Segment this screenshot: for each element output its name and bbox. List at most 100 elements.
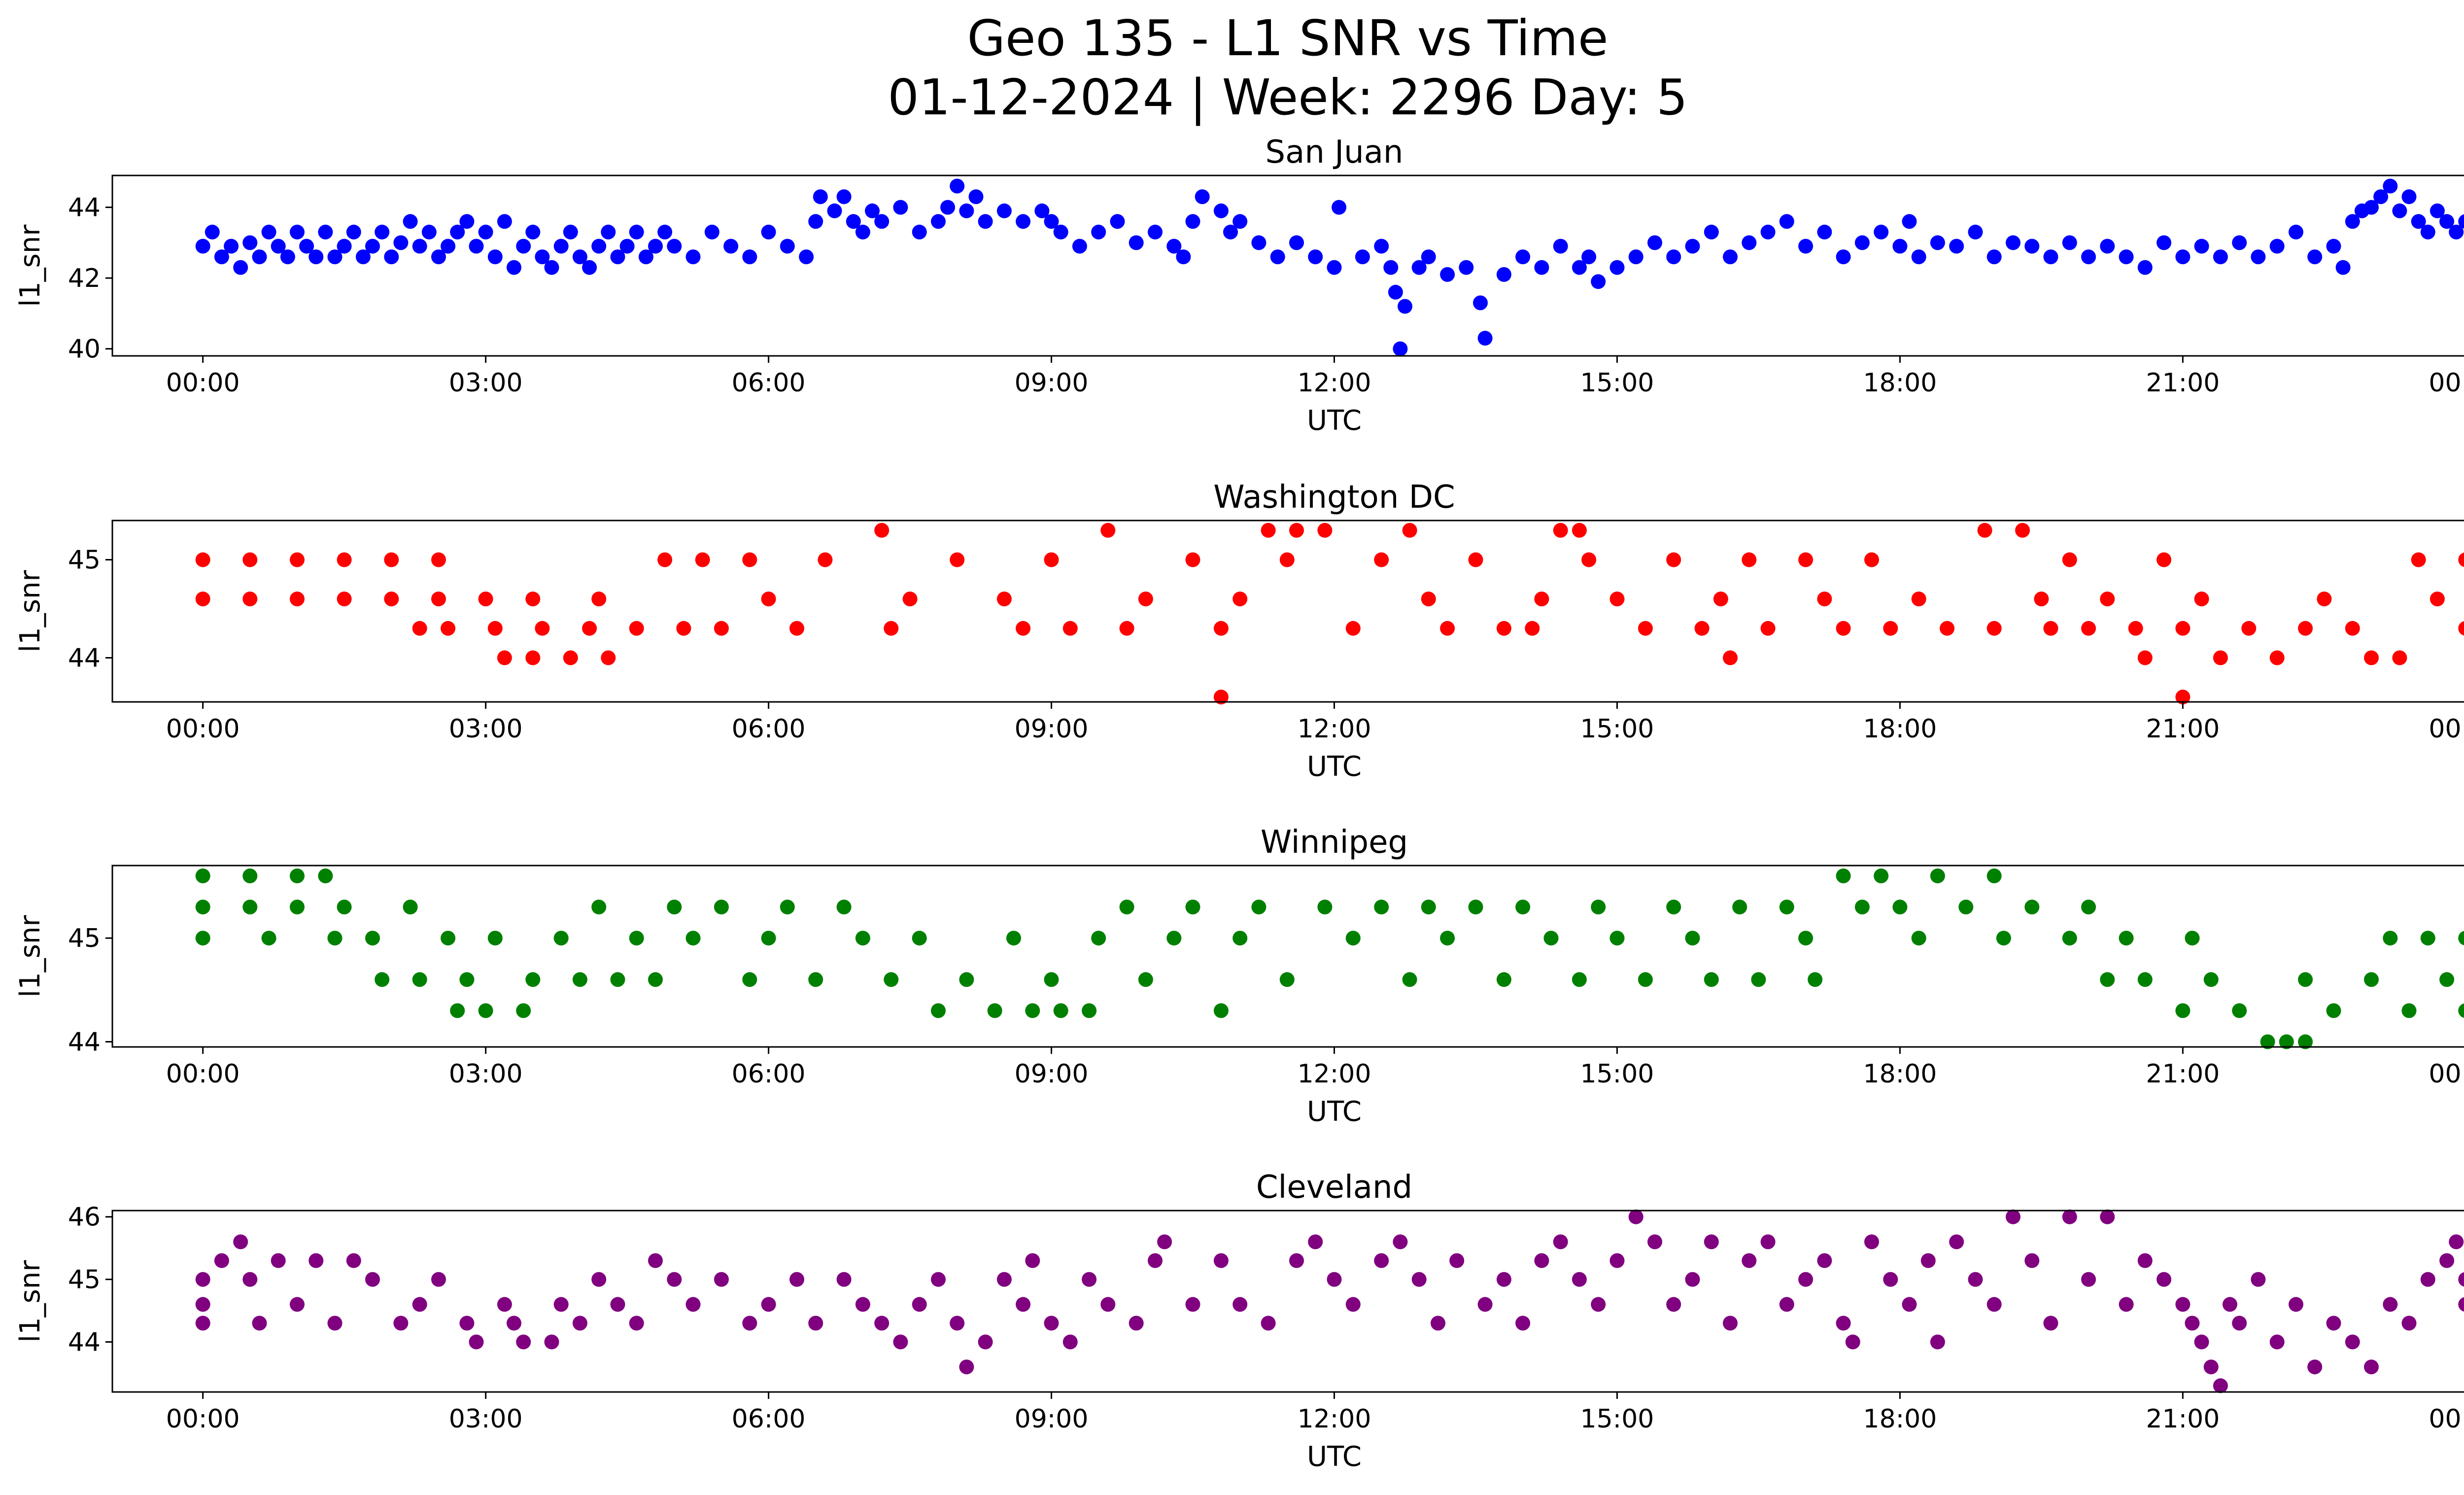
- data-point: [789, 1272, 804, 1287]
- data-point: [1986, 1297, 2002, 1312]
- data-point: [742, 249, 757, 265]
- data-point: [1986, 869, 2002, 883]
- subplot-3: 00:00 03:00 06:00 09:00 12:00 15:00 18:00 21:00…: [14, 1169, 2464, 1473]
- data-point: [252, 1316, 267, 1331]
- data-point: [2430, 591, 2445, 607]
- y-tick-label: 44: [68, 1027, 101, 1057]
- data-point: [1902, 214, 1917, 229]
- data-point: [384, 552, 399, 567]
- data-point: [1213, 203, 1229, 218]
- data-point: [242, 235, 258, 250]
- data-point: [1279, 972, 1295, 987]
- data-point: [2411, 214, 2426, 229]
- data-point: [1025, 1253, 1040, 1268]
- data-point: [384, 249, 399, 265]
- data-point: [1289, 235, 1304, 250]
- data-point: [469, 1334, 484, 1350]
- data-point: [931, 1272, 946, 1287]
- data-point: [214, 1253, 229, 1268]
- data-point: [2345, 1334, 2360, 1350]
- data-point: [252, 249, 267, 265]
- data-point: [1732, 900, 1747, 915]
- data-point: [1666, 1297, 1681, 1312]
- data-point: [912, 224, 927, 240]
- x-tick-label: 15:00: [1580, 368, 1654, 398]
- y-tick-label: 44: [68, 193, 101, 223]
- data-point: [365, 239, 380, 254]
- data-point: [2392, 650, 2407, 665]
- data-point: [2307, 1359, 2323, 1375]
- data-point: [761, 931, 776, 946]
- data-point: [2175, 249, 2190, 265]
- data-point: [2430, 203, 2445, 218]
- data-point: [1817, 591, 1832, 607]
- data-point: [789, 621, 804, 636]
- data-point: [337, 900, 352, 915]
- data-point: [535, 249, 550, 265]
- subplot-0: 00:00 03:00 06:00 09:00 12:00 15:00 18:00 21:00…: [14, 134, 2464, 437]
- data-point: [2401, 1003, 2417, 1018]
- data-point: [553, 931, 569, 946]
- data-point: [978, 1334, 993, 1350]
- data-point: [893, 200, 908, 215]
- data-point: [572, 972, 587, 987]
- data-point: [884, 621, 899, 636]
- data-point: [563, 650, 578, 665]
- data-point: [242, 869, 258, 883]
- data-point: [780, 239, 795, 254]
- data-point: [195, 591, 210, 607]
- data-point: [1119, 621, 1134, 636]
- data-point: [271, 1253, 286, 1268]
- data-point: [2269, 239, 2285, 254]
- data-point: [421, 224, 437, 240]
- figure-title-line-2: 01-12-2024 | Week: 2296 Day: 5: [888, 69, 1688, 126]
- data-point: [742, 552, 757, 567]
- data-point: [441, 621, 456, 636]
- data-point: [290, 1297, 305, 1312]
- data-point: [2458, 1003, 2464, 1018]
- data-point: [1647, 235, 1662, 250]
- data-point: [2298, 621, 2313, 636]
- data-point: [525, 591, 541, 607]
- data-point: [2081, 621, 2096, 636]
- data-point: [242, 900, 258, 915]
- subplot-1: 00:00 03:00 06:00 09:00 12:00 15:00 18:00 21:00…: [14, 479, 2464, 783]
- data-point: [2156, 235, 2172, 250]
- data-point: [1157, 1234, 1172, 1250]
- data-point: [1317, 900, 1333, 915]
- data-point: [1496, 267, 1511, 282]
- data-point: [1232, 214, 1248, 229]
- x-tick-label: 09:00: [1015, 1059, 1089, 1089]
- data-point: [2213, 249, 2228, 265]
- data-point: [365, 931, 380, 946]
- data-point: [1072, 239, 1087, 254]
- data-point: [1261, 1316, 1276, 1331]
- data-point: [2024, 1253, 2040, 1268]
- x-tick-label: 12:00: [1298, 1404, 1371, 1434]
- data-point: [1854, 900, 1870, 915]
- data-point: [1883, 1272, 1898, 1287]
- data-point: [610, 1297, 625, 1312]
- data-point: [2137, 972, 2153, 987]
- data-point: [714, 900, 729, 915]
- data-point: [1949, 239, 1964, 254]
- figure-title: Geo 135 - L1 SNR vs Time 01-12-2024 | We…: [0, 9, 2464, 127]
- data-point: [1704, 972, 1719, 987]
- data-point: [1166, 931, 1182, 946]
- data-point: [497, 1297, 512, 1312]
- data-point: [676, 621, 691, 636]
- data-point: [1082, 1003, 1097, 1018]
- data-point: [195, 900, 210, 915]
- data-point: [1195, 189, 1210, 205]
- data-point: [1704, 224, 1719, 240]
- data-point: [1817, 224, 1832, 240]
- data-point: [393, 1316, 409, 1331]
- data-point: [2062, 931, 2077, 946]
- data-point: [290, 869, 305, 883]
- data-point: [1468, 900, 1483, 915]
- data-point: [1317, 522, 1333, 538]
- y-axis-label: l1_snr: [14, 1260, 46, 1343]
- data-point: [1892, 900, 1908, 915]
- data-point: [1836, 249, 1851, 265]
- data-point: [1091, 224, 1106, 240]
